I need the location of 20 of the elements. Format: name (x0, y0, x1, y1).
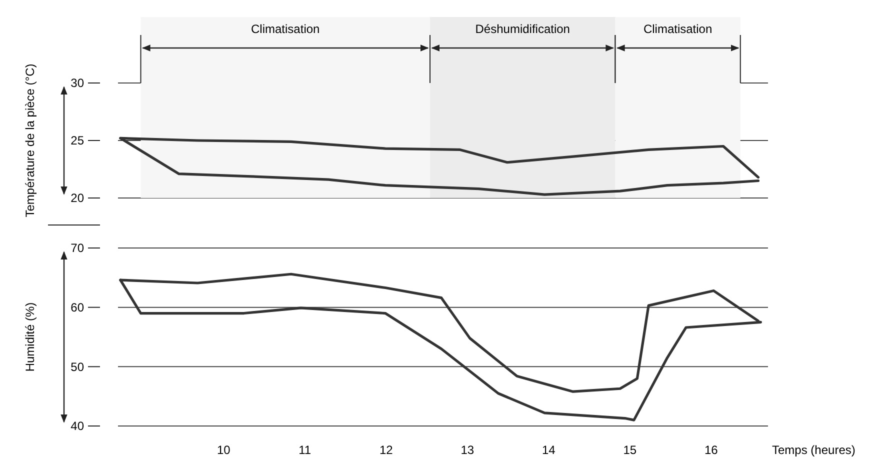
y-tick-label: 70 (70, 241, 84, 256)
y-axis-title: Température de la pièce (°C) (23, 64, 37, 218)
y-tick-label: 20 (70, 191, 84, 206)
x-tick-label: 10 (216, 443, 231, 457)
x-axis-title: Temps (heures) (772, 443, 856, 457)
x-tick-label: 15 (623, 443, 637, 457)
x-tick-label: 14 (542, 443, 556, 457)
y-tick-label: 25 (70, 134, 84, 148)
y-tick-label: 40 (70, 419, 84, 434)
y-axis-title: Humidité (%) (23, 302, 37, 372)
x-tick-label: 16 (704, 443, 718, 457)
y-tick-label: 50 (70, 360, 84, 374)
band-label: Déshumidification (475, 22, 570, 36)
x-tick-label: 12 (379, 443, 394, 457)
band-label: Climatisation (251, 22, 320, 36)
x-tick-label: 13 (460, 443, 474, 457)
y-tick-label: 60 (70, 300, 84, 315)
x-tick-label: 11 (298, 443, 312, 457)
band-label: Climatisation (643, 22, 712, 36)
y-tick-label: 30 (70, 76, 84, 90)
